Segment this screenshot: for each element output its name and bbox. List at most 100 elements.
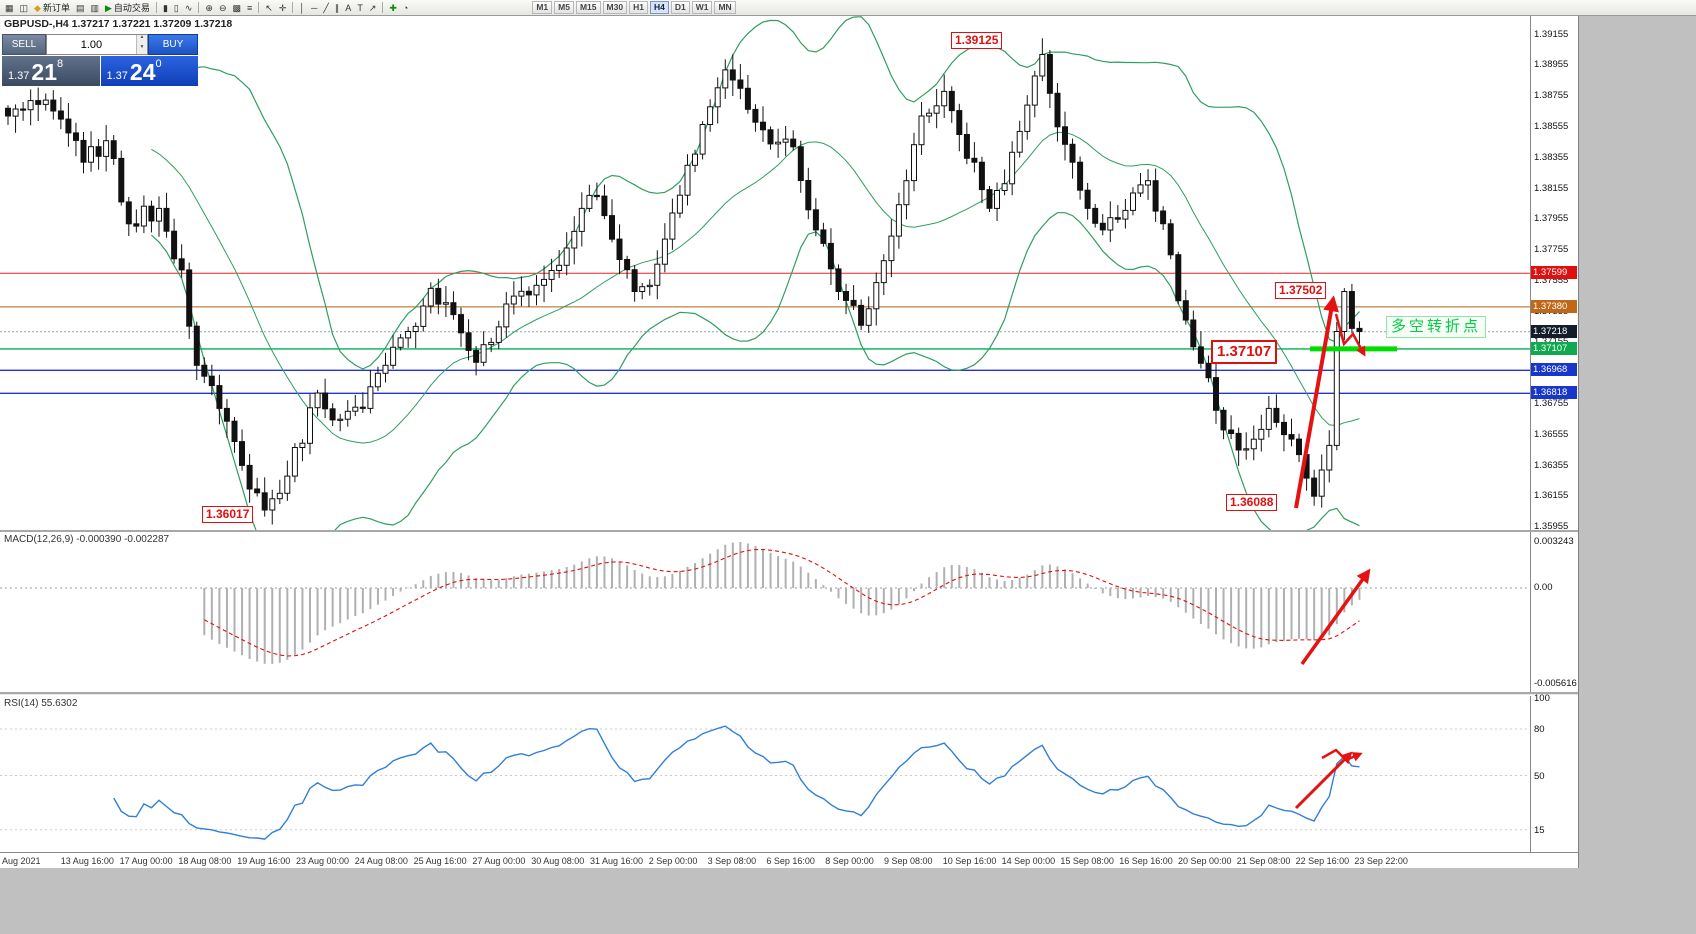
volume-spinner: ▲ ▼ [135,35,147,54]
indicators-icon: ✚ [389,2,397,13]
zoom-out-icon: ⊖ [218,2,227,13]
tile-windows-button[interactable]: ▩ [230,1,243,14]
price-axis-label: 1.36755 [1534,398,1569,410]
volume-increase-button[interactable]: ▲ [136,35,147,45]
timeframe-w1-button[interactable]: W1 [691,1,713,14]
horizontal-line-tool-icon: ─ [310,2,318,13]
zoom-in-icon: ⊕ [205,2,213,13]
arrange-windows-button[interactable]: ≡ [245,1,254,14]
indicators-button[interactable]: ✚ [387,1,399,14]
time-axis-label: 24 Aug 08:00 [354,856,408,866]
new-chart-button[interactable]: ◫ [18,1,31,14]
time-axis-label: 23 Aug 00:00 [296,856,350,866]
zoom-in-button[interactable]: ⊕ [203,1,215,14]
sell-button[interactable]: SELL [2,34,46,55]
data-window-icon: ▥ [90,2,99,13]
rsi-axis: 100 80 50 15 [1530,693,1578,852]
time-axis[interactable]: Aug 2021 13 Aug 16:00 17 Aug 00:00 18 Aug 0… [0,852,1578,868]
vertical-line-tool-icon: │ [299,2,305,13]
sell-price[interactable]: 1.37 21 8 [2,56,100,86]
cursor-tool-button[interactable]: ↖ [263,1,275,14]
text-label-tool-button[interactable]: T [355,1,365,14]
timeframe-m30-button[interactable]: M30 [602,1,628,14]
chart-annotation[interactable]: 1.36088 [1226,494,1278,511]
macd-panel: MACD(12,26,9) -0.000390 -0.002287 0.0032… [0,532,1578,692]
timeframe-d1-button[interactable]: D1 [670,1,690,14]
time-axis-label: 9 Sep 08:00 [884,856,933,866]
text-tool-icon: A [345,2,352,13]
one-click-trading-panel: SELL ▲ ▼ BUY 1.37 21 8 [2,34,198,86]
price-axis-label: 1.38955 [1534,59,1569,71]
chart-window: GBPUSD-,H4 1.37217 1.37221 1.37209 1.372… [0,16,1579,868]
buy-button[interactable]: BUY [148,34,198,55]
price-axis-label: 1.37955 [1534,213,1569,225]
timeframe-h4-button[interactable]: H4 [649,1,669,14]
timeframe-m5-button[interactable]: M5 [554,1,574,14]
profiles-icon: ▤ [75,2,85,13]
vertical-line-tool-button[interactable]: │ [297,1,307,14]
timeframe-group: M1 M5 M15 M30 H1 H4 D1 W1 MN [531,1,736,14]
chart-annotation[interactable]: 1.36017 [202,506,254,523]
market-watch-button[interactable]: ▦ [3,1,16,14]
time-axis-label: 25 Aug 16:00 [413,856,467,866]
time-axis-label: 15 Sep 08:00 [1060,856,1114,866]
period-clock-button[interactable]: ◔ [401,1,410,14]
zoom-out-button[interactable]: ⊖ [217,1,229,14]
time-axis-label: 6 Sep 16:00 [766,856,815,866]
main-toolbar: ▦ ◫ ◆ 新订单 ▤ ▥ ▶ 自动交易 ▮ ▯ ∿ ⊕ ⊖ ▩ ≡ ↖ ✛ │ ─ ╱ ∥ A T ↗ ✚ ◔ M1 M5 M15 M3… [0,0,1696,16]
time-axis-label: 20 Sep 00:00 [1178,856,1232,866]
price-axis-label: 1.36155 [1534,490,1569,502]
arrow-tool-icon: ↗ [368,2,377,13]
symbol-ohlc-header: GBPUSD-,H4 1.37217 1.37221 1.37209 1.372… [4,18,233,30]
toolbar-separator [155,2,157,13]
candle-chart-mode-button[interactable]: ▯ [172,1,181,14]
price-axis[interactable]: 1.39155 1.38955 1.38755 1.38555 1.38355 1.381… [1530,16,1578,532]
new-order-button[interactable]: ◆ 新订单 [32,1,72,14]
trendline-tool-button[interactable]: ╱ [321,1,330,14]
time-axis-label: 8 Sep 00:00 [825,856,874,866]
time-axis-label: Aug 2021 [2,856,41,866]
price-axis-label: 1.36555 [1534,428,1569,440]
time-axis-label: 14 Sep 00:00 [1001,856,1056,866]
main-price-chart[interactable] [0,16,1530,530]
profiles-button[interactable]: ▤ [74,1,87,14]
arrow-tool-button[interactable]: ↗ [367,1,379,14]
arrange-windows-icon: ≡ [247,2,253,13]
buy-price-big: 24 [129,59,156,85]
channel-tool-button[interactable]: ∥ [333,1,342,14]
time-axis-label: 18 Aug 08:00 [178,856,232,866]
autotrading-label: 自动交易 [113,3,150,13]
line-chart-mode-button[interactable]: ∿ [183,1,195,14]
price-axis-label: 1.38555 [1534,121,1569,133]
volume-decrease-button[interactable]: ▼ [136,44,147,54]
crosshair-tool-button[interactable]: ✛ [277,1,289,14]
rsi-panel: RSI(14) 55.6302 100 80 50 15 [0,693,1578,852]
buy-price[interactable]: 1.37 24 0 [100,56,198,86]
text-tool-button[interactable]: A [343,1,353,14]
chart-annotation[interactable]: 1.37107 [1211,340,1278,364]
rsi-chart[interactable] [0,696,1530,852]
volume-input[interactable] [47,35,136,54]
channel-tool-icon: ∥ [334,2,340,13]
chart-annotation[interactable]: 1.37502 [1275,282,1327,299]
timeframe-mn-button[interactable]: MN [714,1,736,14]
horizontal-line-tool-button[interactable]: ─ [309,1,319,14]
data-window-button[interactable]: ▥ [88,1,101,14]
timeframe-m15-button[interactable]: M15 [575,1,601,14]
bar-chart-mode-button[interactable]: ▮ [161,1,170,14]
buy-price-sup: 0 [155,58,162,70]
panel-separator[interactable] [0,692,1578,695]
macd-chart[interactable] [0,532,1530,692]
new-order-icon: ◆ [34,2,41,13]
time-axis-label: 30 Aug 08:00 [531,856,585,866]
chart-annotation[interactable]: 多空转折点 [1386,316,1487,338]
timeframe-h1-button[interactable]: H1 [629,1,648,14]
rsi-axis-label: 100 [1534,693,1550,704]
autotrading-button[interactable]: ▶ 自动交易 [103,1,152,14]
timeframe-m1-button[interactable]: M1 [532,1,553,14]
chart-annotation[interactable]: 1.39125 [951,32,1003,49]
time-axis-label: 2 Sep 00:00 [648,856,698,866]
price-tag: 1.37218 [1531,324,1577,338]
period-clock-icon: ◔ [402,2,409,13]
tile-windows-icon: ▩ [232,2,241,13]
